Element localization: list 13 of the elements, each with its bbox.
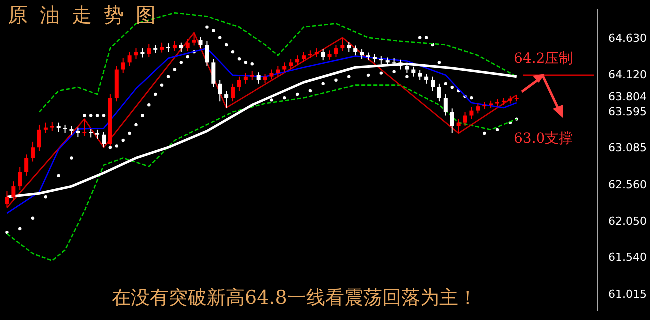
- y-tick-label: 63.804: [608, 90, 648, 104]
- y-tick-label: 63.595: [608, 105, 648, 118]
- y-tick-label: 63.085: [608, 142, 648, 155]
- y-tick-label: 61.540: [608, 250, 648, 264]
- annotation: 63.0支撑: [514, 130, 574, 148]
- annotation: 64.2压制: [514, 50, 574, 68]
- y-tick-label: 61.015: [608, 288, 648, 302]
- annotation: 在没有突破新高64.8一线看震荡回落为主！: [112, 286, 478, 311]
- chart-title: 原油走势图: [8, 2, 168, 29]
- y-tick-label: 64.120: [608, 68, 648, 82]
- y-tick-label: 62.050: [608, 214, 648, 228]
- y-tick-label: 64.630: [608, 32, 648, 46]
- y-tick-label: 62.560: [608, 178, 648, 192]
